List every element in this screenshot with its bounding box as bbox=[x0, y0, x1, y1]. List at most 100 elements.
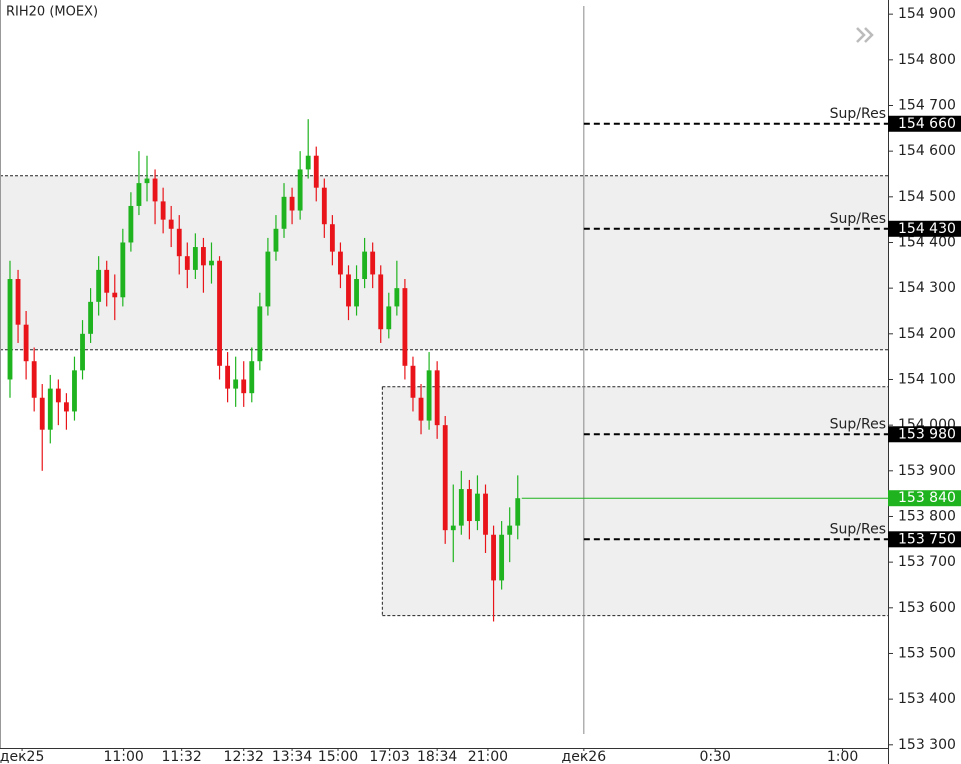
candle-body bbox=[491, 534, 496, 581]
candle-body bbox=[402, 288, 408, 366]
candle-body bbox=[418, 397, 424, 421]
candle-body bbox=[233, 379, 239, 389]
level-text: Sup/Res bbox=[830, 106, 886, 122]
level-text: Sup/Res bbox=[830, 211, 886, 227]
candle-body bbox=[55, 388, 61, 403]
candle-body bbox=[458, 489, 464, 526]
candle-body bbox=[23, 324, 29, 362]
level-text: Sup/Res bbox=[830, 416, 886, 432]
candle-body bbox=[313, 155, 319, 188]
plot-layer bbox=[0, 6, 888, 734]
candle-body bbox=[201, 247, 206, 266]
x-tick-label: 1:00 bbox=[827, 749, 858, 764]
y-tick-label: 154 600 bbox=[898, 143, 956, 159]
x-tick-label: 12:32 bbox=[224, 749, 264, 764]
y-tick-label: 153 700 bbox=[898, 554, 956, 570]
candle-body bbox=[426, 370, 432, 421]
candle-body bbox=[152, 178, 158, 202]
candle-body bbox=[160, 201, 166, 220]
y-tick-label: 154 800 bbox=[898, 52, 956, 68]
y-tick-label: 154 900 bbox=[898, 6, 956, 22]
x-tick-label: 18:34 bbox=[417, 749, 457, 764]
candle-body bbox=[184, 256, 190, 270]
candle-body bbox=[225, 365, 231, 389]
candle-body bbox=[7, 279, 13, 380]
x-tick-label: 15:00 bbox=[318, 749, 358, 764]
candle-body bbox=[15, 279, 21, 325]
x-tick-label: 17:03 bbox=[369, 749, 409, 764]
x-tick-label: дек25 bbox=[0, 749, 44, 764]
candle-body bbox=[217, 260, 222, 366]
candle-body bbox=[168, 219, 174, 229]
candle-body bbox=[281, 196, 287, 229]
candle-body bbox=[499, 534, 505, 581]
x-tick-label: 0:30 bbox=[699, 749, 730, 764]
y-tick-label: 153 600 bbox=[898, 600, 956, 616]
candle-body bbox=[249, 361, 255, 394]
candle-body bbox=[321, 187, 327, 225]
x-tick-label: 13:34 bbox=[272, 749, 312, 764]
candle-body bbox=[144, 178, 150, 184]
candle-body bbox=[434, 370, 440, 426]
x-tick-label: 21:00 bbox=[468, 749, 508, 764]
candle-body bbox=[136, 183, 142, 206]
candle-body bbox=[297, 169, 303, 211]
candle-body bbox=[104, 269, 110, 293]
level-box bbox=[888, 220, 961, 237]
candle-body bbox=[394, 288, 400, 307]
candle-body bbox=[128, 205, 134, 243]
candle-body bbox=[410, 365, 416, 398]
candle-body bbox=[329, 224, 335, 252]
zone bbox=[382, 386, 888, 616]
y-tick-label: 154 700 bbox=[898, 97, 956, 113]
candle-body bbox=[80, 333, 85, 371]
candle-body bbox=[442, 425, 448, 531]
candle-body bbox=[72, 370, 77, 412]
candle-body bbox=[63, 402, 69, 412]
candle-body bbox=[176, 228, 182, 257]
zone bbox=[0, 175, 888, 350]
y-tick-label: 154 200 bbox=[898, 326, 956, 342]
candle-body bbox=[386, 306, 392, 330]
level-text: Sup/Res bbox=[830, 521, 886, 537]
candle-body bbox=[507, 525, 513, 535]
y-tick-label: 153 500 bbox=[898, 645, 956, 661]
candle-body bbox=[31, 361, 37, 398]
candle-body bbox=[120, 242, 126, 298]
candle-body bbox=[475, 493, 480, 522]
level-box bbox=[888, 531, 961, 548]
last-price-label: 153 840 bbox=[898, 490, 956, 506]
level-box bbox=[888, 115, 961, 132]
candle-body bbox=[47, 388, 53, 430]
candle-body bbox=[370, 251, 376, 275]
level-box bbox=[888, 426, 961, 443]
candle-body bbox=[88, 301, 94, 334]
candle-body bbox=[265, 251, 271, 307]
collapse-icon[interactable] bbox=[856, 27, 874, 43]
chart-title: RIH20 (MOEX) bbox=[6, 5, 98, 20]
x-tick-label: 11:32 bbox=[161, 749, 201, 764]
y-tick-label: 154 500 bbox=[898, 189, 956, 205]
y-tick-label: 153 800 bbox=[898, 508, 956, 524]
y-tick-label: 153 400 bbox=[898, 691, 956, 707]
y-tick-label: 153 900 bbox=[898, 463, 956, 479]
candle-body bbox=[354, 279, 359, 307]
candle-body bbox=[273, 228, 279, 252]
candle-body bbox=[346, 274, 351, 307]
candle-body bbox=[362, 251, 368, 280]
level-label: 153 980 bbox=[898, 426, 956, 442]
candle-body bbox=[515, 498, 521, 526]
y-tick-label: 154 400 bbox=[898, 234, 956, 250]
candle-body bbox=[112, 292, 118, 298]
last-price-box bbox=[888, 490, 961, 507]
candle-body bbox=[483, 493, 488, 535]
candle-body bbox=[338, 251, 343, 275]
candle-body bbox=[450, 525, 456, 531]
x-tick-label: дек26 bbox=[562, 749, 607, 764]
candle-body bbox=[257, 306, 263, 362]
candle-body bbox=[209, 260, 214, 266]
candle-body bbox=[289, 196, 295, 211]
